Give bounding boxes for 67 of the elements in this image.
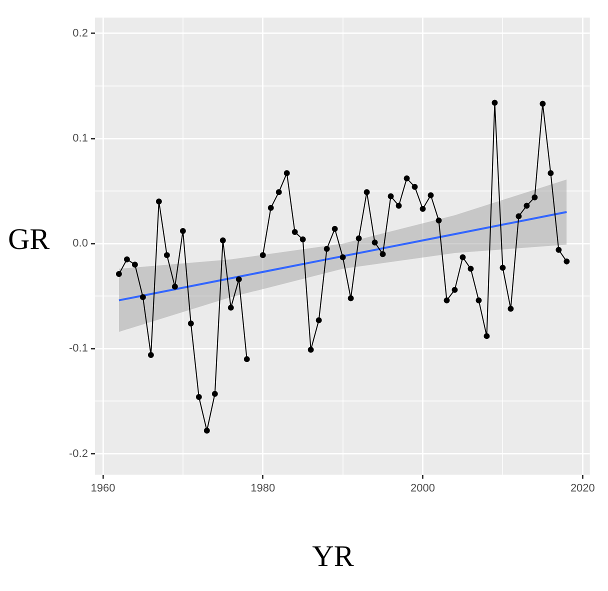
point [116, 271, 122, 278]
point [332, 226, 338, 232]
point [428, 192, 434, 198]
point [236, 276, 242, 282]
point [348, 295, 354, 302]
point [180, 228, 186, 234]
point [220, 237, 226, 244]
x-axis-title: YR [311, 540, 355, 574]
point [204, 428, 210, 434]
point [564, 258, 570, 264]
point [132, 262, 138, 268]
point [356, 235, 362, 242]
point [324, 246, 330, 252]
point [492, 100, 498, 106]
point [372, 240, 378, 246]
point [556, 246, 562, 253]
point [396, 202, 402, 209]
point [140, 294, 146, 300]
point [164, 252, 170, 258]
point [268, 204, 274, 211]
point [460, 254, 466, 260]
point [156, 198, 162, 205]
point [244, 356, 250, 362]
point [500, 264, 506, 271]
point [420, 206, 426, 212]
point [388, 193, 394, 200]
point [364, 189, 370, 196]
point [276, 189, 282, 196]
point [516, 213, 522, 220]
point [260, 252, 266, 258]
point [548, 170, 554, 176]
x-tick-label: 2000 [410, 482, 436, 494]
y-axis-title: GR [8, 223, 50, 257]
point [468, 266, 474, 272]
point [212, 390, 218, 397]
point [540, 100, 546, 107]
point [316, 317, 322, 324]
y-tick-label: 0.1 [72, 132, 88, 144]
point [308, 346, 314, 353]
point [484, 333, 490, 340]
point [452, 286, 458, 293]
point [444, 297, 450, 304]
point [172, 284, 178, 290]
point [196, 394, 202, 400]
point [340, 254, 346, 260]
point [436, 217, 442, 224]
point [524, 202, 530, 209]
point [476, 297, 482, 304]
x-tick-label: 2020 [570, 482, 595, 494]
point [412, 184, 418, 190]
y-tick-label: -0.2 [68, 448, 88, 460]
point [404, 175, 410, 182]
point [148, 352, 154, 358]
y-tick-label: 0.2 [72, 27, 88, 40]
point [188, 320, 194, 326]
point [380, 251, 386, 258]
point [284, 170, 290, 176]
point [300, 236, 306, 242]
point [124, 256, 130, 262]
y-tick-label: -0.1 [68, 342, 88, 355]
y-tick-label: 0.0 [72, 238, 88, 250]
point [508, 306, 514, 312]
point [228, 304, 234, 311]
x-tick-label: 1960 [90, 482, 116, 494]
point [292, 229, 298, 236]
point [532, 194, 538, 200]
x-tick-label: 1980 [250, 482, 276, 494]
